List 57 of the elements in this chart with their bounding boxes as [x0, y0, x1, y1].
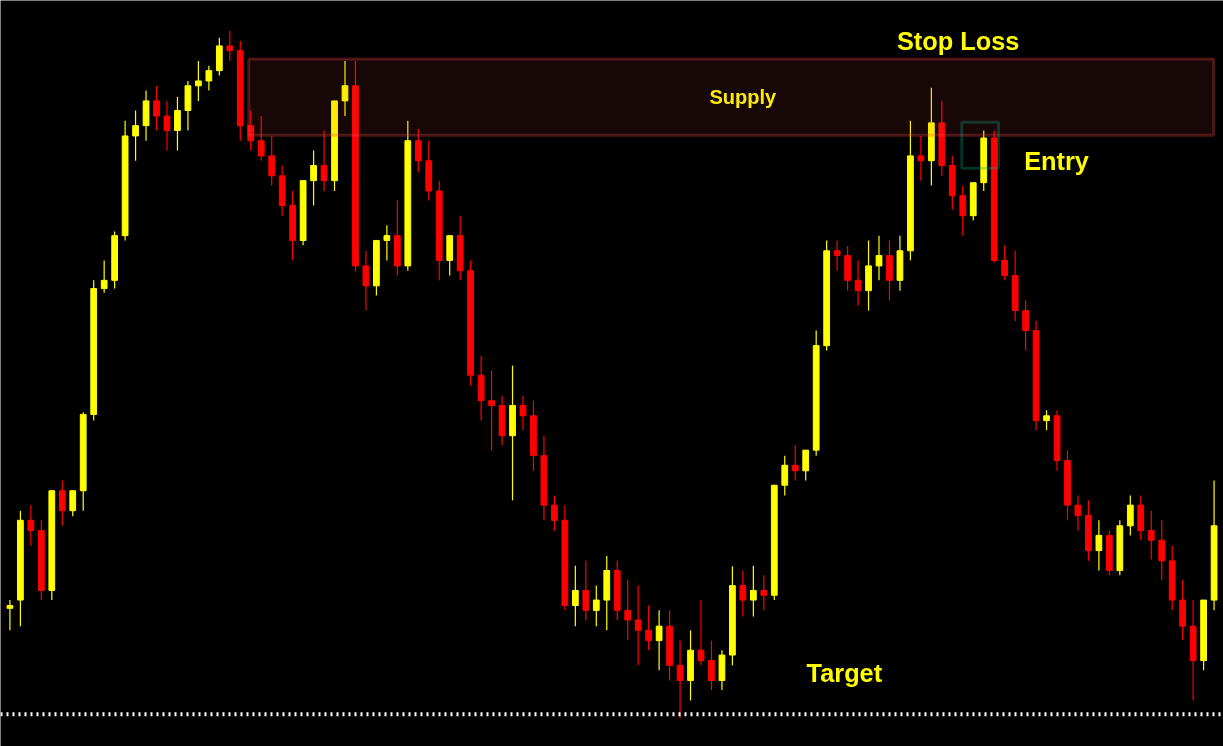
candlestick — [875, 235, 883, 281]
candlestick — [58, 479, 66, 527]
candlestick — [519, 395, 527, 431]
candlestick — [739, 569, 747, 618]
candlestick — [69, 490, 77, 517]
candlestick — [163, 100, 171, 151]
candlestick — [1022, 299, 1029, 352]
candlestick — [383, 224, 391, 261]
candlestick — [582, 560, 590, 621]
candlestick — [655, 609, 663, 671]
candlestick — [1095, 519, 1103, 572]
annotation: Entry — [1024, 147, 1089, 176]
candlestick — [571, 565, 579, 627]
candlestick — [1043, 409, 1050, 431]
candlestick — [833, 239, 841, 272]
candlestick — [362, 250, 370, 312]
candlestick — [676, 640, 684, 719]
candlestick — [645, 604, 653, 651]
candlestick — [226, 30, 234, 62]
candlestick — [310, 149, 317, 206]
candlestick — [6, 599, 14, 631]
candlestick — [959, 184, 967, 237]
candlestick — [341, 60, 349, 117]
candlestick — [592, 585, 600, 627]
candlestick — [1126, 494, 1134, 537]
candlestick — [781, 455, 789, 497]
candlestick — [100, 259, 108, 294]
candlestick — [247, 109, 255, 151]
candlestick — [153, 85, 160, 132]
candlestick — [1001, 244, 1009, 281]
candlestick — [551, 494, 558, 532]
candlestick — [320, 129, 328, 192]
candlestick — [195, 60, 202, 102]
candlestick — [802, 449, 810, 482]
candlestick — [414, 128, 422, 173]
candlestick — [760, 574, 768, 611]
candlestick — [791, 444, 799, 482]
candlestick — [174, 96, 181, 151]
candlestick — [854, 259, 862, 307]
band-label: Supply — [709, 86, 778, 109]
candlestick — [749, 565, 757, 618]
candlestick — [624, 579, 632, 641]
candlestick — [257, 115, 265, 162]
candlestick — [697, 599, 705, 666]
candlestick — [708, 640, 715, 691]
candlestick — [27, 504, 35, 547]
candlestick — [205, 65, 213, 92]
candlestick — [488, 369, 495, 451]
candlestick — [634, 585, 642, 666]
ref-line-label: Target — [806, 658, 883, 687]
candlestick — [1074, 494, 1082, 532]
candlestick — [917, 135, 925, 182]
candlestick — [132, 109, 139, 162]
candlestick — [1158, 519, 1166, 581]
annotation: Stop Loss — [896, 27, 1020, 56]
candlestick — [1147, 510, 1155, 561]
candlestick — [268, 135, 276, 187]
